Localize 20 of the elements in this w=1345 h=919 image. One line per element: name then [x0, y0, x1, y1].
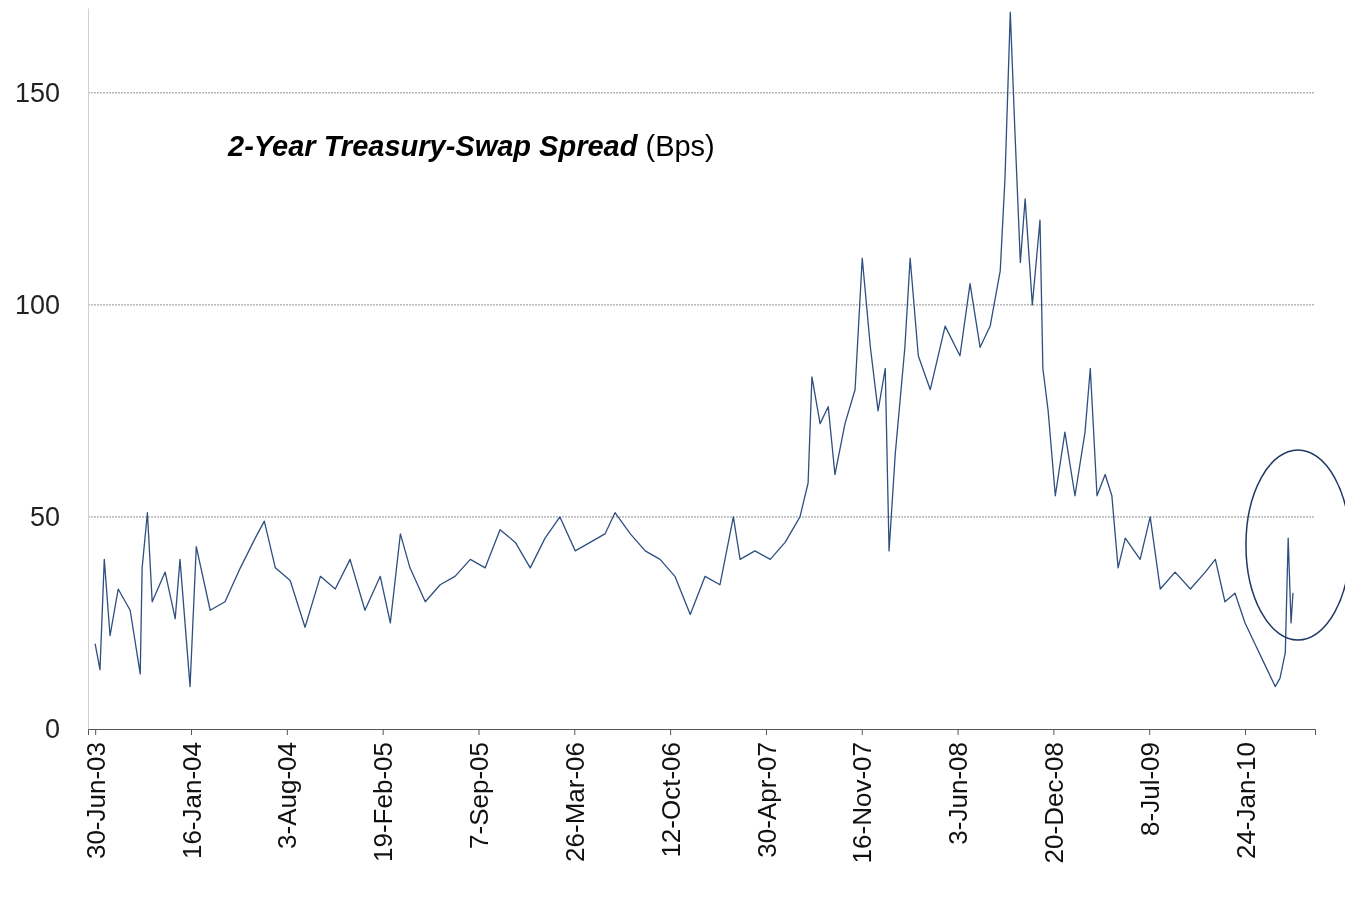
x-tick-label: 26-Mar-06	[559, 742, 590, 862]
x-tick-label: 16-Jan-04	[176, 742, 207, 860]
line-series	[94, 11, 1294, 688]
text: 2-Year Treasury-Swap Spread	[227, 130, 639, 162]
x-tick-label: 8-Jul-09	[1134, 742, 1165, 836]
x-tick-label: 20-Dec-08	[1039, 742, 1070, 864]
y-tick-label: 0	[44, 714, 60, 745]
y-tick-label: 150	[14, 77, 60, 108]
x-tick-label: 30-Apr-07	[751, 742, 782, 858]
x-tick-label: 7-Sep-05	[464, 742, 495, 849]
x-tick-label: 12-Oct-06	[655, 742, 686, 858]
y-axis-title: (Bps)	[637, 130, 715, 162]
x-tick-label: 19-Feb-05	[368, 742, 399, 862]
x-tick-label: 16-Nov-07	[847, 742, 878, 864]
y-tick-label: 100	[14, 290, 60, 321]
x-tick-label: 30-Jun-03	[80, 742, 111, 860]
x-tick-label: 3-Jun-08	[943, 742, 974, 845]
x-tick-label: 3-Aug-04	[272, 742, 303, 849]
x-tick-label: 24-Jan-10	[1230, 742, 1261, 860]
y-tick-label: 50	[29, 502, 60, 533]
